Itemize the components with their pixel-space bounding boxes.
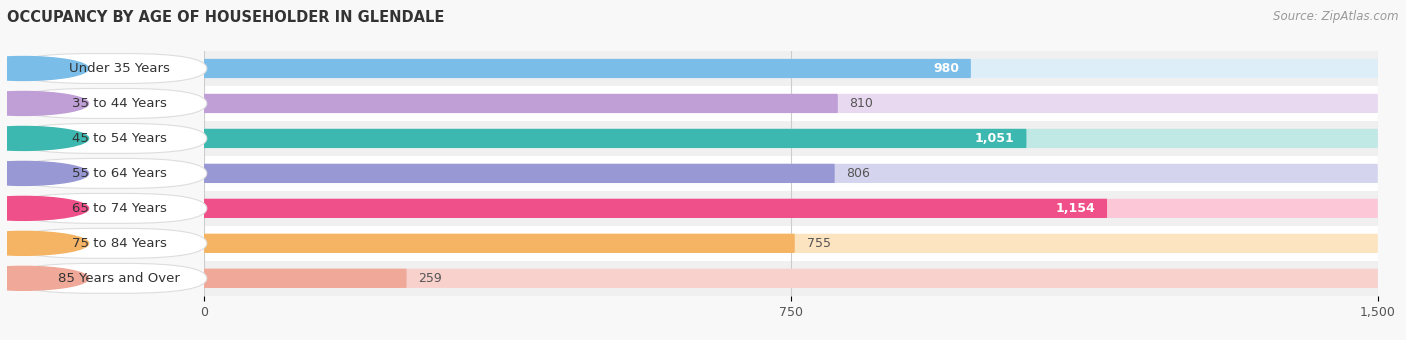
FancyBboxPatch shape (204, 234, 1378, 253)
FancyBboxPatch shape (204, 199, 1378, 218)
Circle shape (0, 162, 89, 185)
FancyBboxPatch shape (204, 129, 1378, 148)
Text: 35 to 44 Years: 35 to 44 Years (72, 97, 166, 110)
FancyBboxPatch shape (204, 269, 406, 288)
Text: 259: 259 (419, 272, 441, 285)
FancyBboxPatch shape (204, 59, 1378, 78)
Circle shape (0, 197, 89, 220)
Text: 1,051: 1,051 (974, 132, 1015, 145)
Text: OCCUPANCY BY AGE OF HOUSEHOLDER IN GLENDALE: OCCUPANCY BY AGE OF HOUSEHOLDER IN GLEND… (7, 10, 444, 25)
FancyBboxPatch shape (11, 158, 207, 188)
FancyBboxPatch shape (204, 94, 1378, 113)
Text: 85 Years and Over: 85 Years and Over (58, 272, 180, 285)
FancyBboxPatch shape (11, 53, 207, 83)
Text: Under 35 Years: Under 35 Years (69, 62, 170, 75)
FancyBboxPatch shape (204, 269, 1378, 288)
FancyBboxPatch shape (204, 51, 1378, 86)
FancyBboxPatch shape (204, 121, 1378, 156)
Text: 980: 980 (934, 62, 959, 75)
Text: 810: 810 (849, 97, 873, 110)
Circle shape (0, 266, 89, 290)
Text: 55 to 64 Years: 55 to 64 Years (72, 167, 166, 180)
FancyBboxPatch shape (204, 94, 838, 113)
Text: 45 to 54 Years: 45 to 54 Years (72, 132, 166, 145)
FancyBboxPatch shape (204, 191, 1378, 226)
Text: 806: 806 (846, 167, 870, 180)
FancyBboxPatch shape (204, 234, 794, 253)
FancyBboxPatch shape (11, 193, 207, 223)
FancyBboxPatch shape (204, 164, 1378, 183)
FancyBboxPatch shape (204, 86, 1378, 121)
Text: 75 to 84 Years: 75 to 84 Years (72, 237, 166, 250)
FancyBboxPatch shape (11, 123, 207, 153)
Circle shape (0, 91, 89, 115)
Circle shape (0, 126, 89, 150)
FancyBboxPatch shape (204, 226, 1378, 261)
FancyBboxPatch shape (204, 59, 972, 78)
Text: 1,154: 1,154 (1056, 202, 1095, 215)
FancyBboxPatch shape (11, 264, 207, 293)
FancyBboxPatch shape (204, 164, 835, 183)
FancyBboxPatch shape (204, 129, 1026, 148)
Text: 65 to 74 Years: 65 to 74 Years (72, 202, 166, 215)
FancyBboxPatch shape (11, 228, 207, 258)
FancyBboxPatch shape (204, 156, 1378, 191)
FancyBboxPatch shape (204, 199, 1107, 218)
Circle shape (0, 232, 89, 255)
FancyBboxPatch shape (204, 261, 1378, 296)
FancyBboxPatch shape (11, 88, 207, 118)
Text: Source: ZipAtlas.com: Source: ZipAtlas.com (1274, 10, 1399, 23)
Text: 755: 755 (807, 237, 831, 250)
Circle shape (0, 56, 89, 81)
